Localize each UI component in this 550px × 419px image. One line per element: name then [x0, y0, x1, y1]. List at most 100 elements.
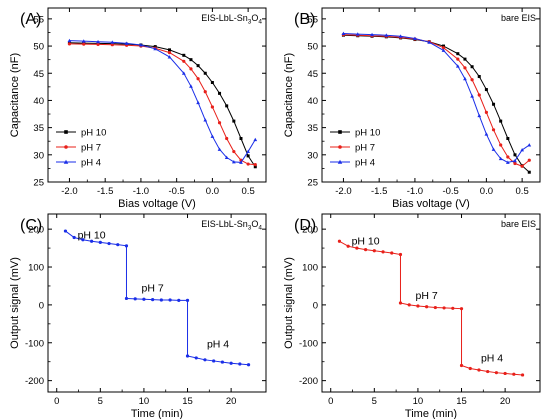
segment-label: pH 7	[142, 283, 164, 295]
data-point	[484, 132, 489, 136]
x-tick-label: 5	[98, 396, 103, 407]
data-point	[498, 156, 503, 161]
data-point	[506, 155, 510, 159]
y-tick-label: -200	[299, 376, 318, 387]
data-point	[72, 235, 76, 240]
data-point	[133, 297, 137, 301]
x-axis-label: Time (min)	[405, 408, 457, 419]
x-tick-label: 15	[456, 396, 467, 407]
plot-frame	[321, 213, 541, 393]
data-point	[413, 36, 417, 40]
data-point	[224, 155, 229, 160]
panel-annotation: bare EIS	[501, 13, 536, 23]
y-tick-label: 30	[33, 150, 44, 161]
data-point	[433, 305, 437, 310]
data-point	[513, 158, 517, 163]
annotation-subscript: 3	[248, 225, 252, 232]
panel-label: (C)	[20, 217, 42, 234]
data-point	[194, 356, 198, 360]
data-point	[67, 38, 72, 43]
data-point	[232, 119, 236, 123]
data-point	[527, 158, 531, 162]
data-point	[390, 251, 394, 255]
data-point	[98, 240, 102, 245]
data-point	[238, 362, 242, 366]
data-point	[470, 94, 474, 98]
series-ph-4	[341, 31, 532, 164]
legend-marker	[64, 130, 68, 134]
data-point	[239, 137, 243, 140]
data-point	[159, 298, 163, 302]
data-point	[246, 154, 250, 158]
data-point	[225, 104, 229, 108]
data-point	[203, 358, 207, 362]
data-point	[470, 78, 474, 82]
data-point	[203, 71, 207, 75]
x-tick-label: 0.0	[480, 186, 493, 197]
data-point	[520, 164, 524, 168]
data-point	[246, 162, 250, 166]
data-point	[189, 67, 193, 71]
segment-label: pH 10	[78, 230, 106, 242]
data-point	[63, 229, 68, 233]
data-point	[486, 369, 490, 374]
annotation-text: bare EIS	[501, 13, 536, 23]
data-point	[82, 42, 86, 46]
data-point	[229, 361, 233, 365]
data-point	[225, 136, 229, 141]
panel-a: -2.0 -1.5 -1.0 -0.5 0.0 0.5 25 30 35 40 45 50 55 Bias…	[9, 7, 267, 210]
data-point	[189, 84, 193, 88]
legend: pH 10 pH 7 pH 4	[56, 128, 106, 169]
legend-marker	[337, 159, 343, 164]
data-point	[441, 48, 446, 52]
x-tick-label: 0.0	[206, 186, 219, 197]
y-tick-label: 35	[307, 123, 318, 134]
data-point	[470, 65, 474, 69]
x-axis-label: Bias voltage (V)	[392, 198, 470, 210]
y-tick-label: 0	[39, 300, 44, 311]
x-tick-label: 0	[54, 396, 59, 407]
data-point	[107, 241, 111, 246]
data-point	[381, 250, 385, 254]
data-point	[167, 55, 172, 59]
data-point	[527, 143, 532, 147]
panel-c: 0 5 10 15 20 -200 -100 0 100 200 Time (min) Output …	[9, 213, 267, 419]
panel-d: 0 5 10 15 20 -200 -100 0 100 200 Time (min) Output …	[283, 213, 541, 419]
data-point	[196, 77, 200, 81]
data-point	[142, 297, 146, 301]
data-point	[370, 32, 374, 37]
legend-label: pH 4	[81, 158, 101, 169]
data-point	[456, 57, 460, 61]
y-tick-label: 45	[33, 69, 44, 80]
panel-annotation: EIS-LbL-Sn3O4	[201, 13, 262, 26]
data-point	[341, 31, 346, 36]
data-point	[364, 248, 368, 252]
data-point	[124, 296, 129, 301]
y-tick-label: 55	[307, 14, 318, 25]
x-axis-label: Bias voltage (V)	[118, 198, 196, 210]
data-point	[407, 303, 411, 307]
data-point	[151, 297, 155, 302]
y-tick-label: 200	[28, 225, 44, 236]
series-signal	[63, 229, 251, 367]
data-point	[494, 371, 498, 375]
legend-label: pH 10	[81, 128, 106, 139]
data-point	[499, 119, 503, 123]
data-point	[220, 360, 224, 364]
data-point	[182, 53, 186, 57]
data-point	[512, 372, 516, 376]
annotation-text: EIS-LbL-Sn	[201, 13, 248, 23]
legend-label: pH 4	[355, 158, 375, 169]
panel-label: (A)	[20, 11, 41, 28]
annotation-subscript: 4	[258, 225, 262, 232]
data-point	[499, 143, 503, 147]
data-point	[491, 128, 496, 132]
x-tick-label: 0	[328, 396, 333, 407]
x-tick-label: 20	[226, 396, 237, 407]
data-point	[182, 59, 186, 63]
panel-annotation: EIS-LbL-Sn3O4	[201, 219, 262, 232]
data-point	[346, 244, 350, 248]
data-point	[181, 71, 186, 75]
x-tick-label: 10	[139, 396, 150, 407]
data-point	[355, 32, 360, 36]
